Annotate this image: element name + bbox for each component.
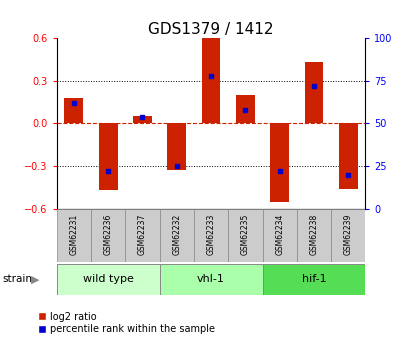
Text: GSM62234: GSM62234 (275, 214, 284, 255)
Bar (262, 264, 365, 295)
Bar (331, 209, 365, 262)
Text: wild type: wild type (83, 275, 134, 284)
Text: GSM62237: GSM62237 (138, 214, 147, 255)
Bar (160, 264, 262, 295)
Bar (270, 123, 289, 201)
Bar (236, 95, 255, 123)
Text: GSM62235: GSM62235 (241, 214, 250, 255)
Bar (91, 209, 125, 262)
Bar (125, 209, 160, 262)
Text: GSM62236: GSM62236 (104, 214, 113, 255)
Text: strain: strain (2, 275, 32, 284)
Text: GSM62233: GSM62233 (207, 214, 215, 255)
Bar (57, 264, 160, 295)
Bar (202, 35, 220, 123)
Bar (339, 123, 358, 189)
Bar (57, 209, 91, 262)
Bar (160, 209, 194, 262)
Legend: log2 ratio, percentile rank within the sample: log2 ratio, percentile rank within the s… (39, 312, 215, 334)
Text: GSM62231: GSM62231 (69, 214, 79, 255)
Bar (64, 98, 83, 123)
Text: vhl-1: vhl-1 (197, 275, 225, 284)
Text: GSM62239: GSM62239 (344, 214, 353, 255)
Bar (133, 116, 152, 123)
Text: ▶: ▶ (32, 275, 40, 284)
Bar (262, 209, 297, 262)
Bar (167, 123, 186, 170)
Text: GSM62238: GSM62238 (310, 214, 318, 255)
Bar (194, 209, 228, 262)
Text: hif-1: hif-1 (302, 275, 326, 284)
Title: GDS1379 / 1412: GDS1379 / 1412 (148, 22, 274, 37)
Bar (99, 123, 118, 190)
Text: GSM62232: GSM62232 (172, 214, 181, 255)
Bar (228, 209, 262, 262)
Bar (304, 62, 323, 123)
Bar (297, 209, 331, 262)
